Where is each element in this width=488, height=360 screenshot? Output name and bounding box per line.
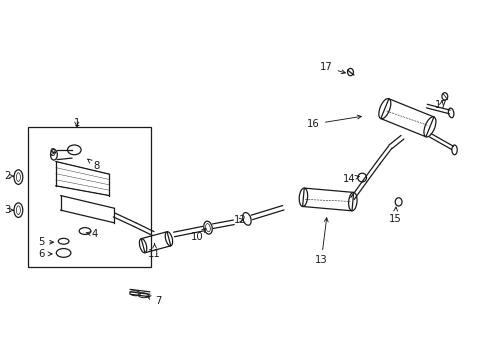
Text: 14: 14	[342, 174, 359, 184]
Text: 16: 16	[306, 115, 361, 129]
Text: 8: 8	[88, 159, 99, 171]
Text: 12: 12	[234, 215, 246, 225]
Text: 1: 1	[73, 118, 80, 128]
Text: 11: 11	[148, 243, 161, 259]
Bar	[28, 126, 150, 266]
Text: 5: 5	[38, 237, 53, 247]
Text: 15: 15	[388, 207, 401, 224]
Text: 13: 13	[314, 218, 327, 265]
Text: 9: 9	[49, 148, 56, 158]
Text: 17: 17	[319, 62, 345, 74]
Text: 3: 3	[4, 205, 13, 215]
Text: 17: 17	[434, 100, 447, 110]
Text: 6: 6	[38, 249, 52, 259]
Text: 2: 2	[4, 171, 13, 181]
Text: 10: 10	[190, 228, 205, 242]
Text: 7: 7	[146, 296, 161, 306]
Text: 4: 4	[86, 229, 98, 239]
